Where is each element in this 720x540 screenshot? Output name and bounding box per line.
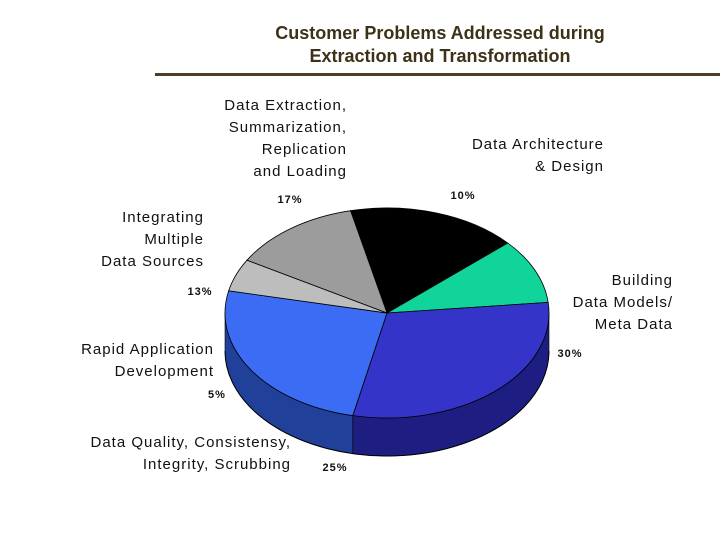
slice-category-label: Integrating Multiple Data Sources [101, 209, 204, 270]
chart-title-line-1: Customer Problems Addressed during [275, 23, 605, 43]
slice-category-label-line: Development [115, 363, 214, 380]
pie-slice [246, 210, 388, 314]
slice-value-label: 10% [450, 190, 475, 202]
slice-category-label-line: Data Sources [101, 253, 204, 270]
pie-labels-group: Data Extraction, Summarization, Replicatio… [81, 97, 673, 474]
slice-value-label: 5% [208, 389, 226, 401]
chart-title-line-2: Extraction and Transformation [309, 46, 571, 66]
slice-category-label-line: Data Architecture [472, 136, 604, 153]
slice-category-label-line: Summarization, [229, 119, 347, 136]
pie-slice [352, 301, 550, 419]
slice-category-label: Rapid Application Development [81, 341, 214, 380]
slice-category-label: Building Data Models/Meta Data [573, 272, 673, 333]
title-underline [155, 73, 720, 76]
pie-base-outline [224, 350, 550, 457]
slice-category-label-line: Integrity, Scrubbing [143, 456, 291, 473]
slice-category-label-line: & Design [535, 158, 604, 175]
slice-category-label-line: Multiple [144, 231, 204, 248]
slice-category-label-line: and Loading [253, 163, 347, 180]
pie-slice [386, 242, 549, 314]
slice-category-label-line: Data Quality, Consistensy, [90, 434, 291, 451]
slice-category-label: Data Architecture & Design [472, 136, 604, 175]
slice-value-label: 17% [277, 194, 302, 206]
slice-category-label-line: Rapid Application [81, 341, 214, 358]
slice-value-label: 25% [322, 462, 347, 474]
slice-category-label-line: Data Extraction, [224, 97, 347, 114]
slice-category-label: Data Quality, Consistensy, Integrity, Scr… [90, 434, 291, 473]
slice-category-label-line: Integrating [122, 209, 204, 226]
slice-category-label-line: Data Models/ [573, 294, 673, 311]
slice-category-label-line: Meta Data [595, 316, 673, 333]
pie-slices-group [224, 207, 550, 419]
slice-category-label: Data Extraction, Summarization, Replicatio… [224, 97, 347, 180]
slice-category-label-line: Building [612, 272, 673, 289]
slice-value-label: 30% [557, 348, 582, 360]
pie-slice [224, 290, 388, 417]
chart-title: Customer Problems Addressed during Extra… [180, 22, 700, 68]
slice-category-label-line: Replication [262, 141, 347, 158]
pie-slice [350, 207, 509, 314]
slice-value-label: 13% [187, 286, 212, 298]
